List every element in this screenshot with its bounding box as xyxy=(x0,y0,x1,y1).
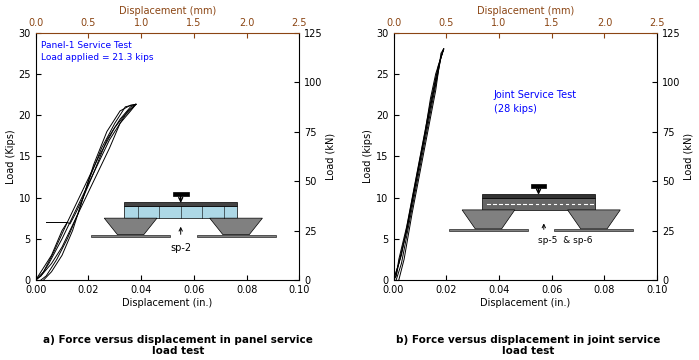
X-axis label: Displacement (in.): Displacement (in.) xyxy=(122,298,212,308)
X-axis label: Displacement (in.): Displacement (in.) xyxy=(480,298,570,308)
Text: sp-5  & sp-6: sp-5 & sp-6 xyxy=(538,236,592,245)
X-axis label: Displacement (mm): Displacement (mm) xyxy=(119,5,216,15)
Polygon shape xyxy=(104,218,157,235)
Bar xyxy=(449,229,528,231)
Text: Panel-1 Service Test
Load applied = 21.3 kips: Panel-1 Service Test Load applied = 21.3… xyxy=(41,41,154,62)
Y-axis label: Load (kN): Load (kN) xyxy=(326,133,336,180)
Y-axis label: Load (Kips): Load (Kips) xyxy=(6,129,15,184)
Bar xyxy=(173,192,189,196)
Text: Joint Service Test
(28 kips): Joint Service Test (28 kips) xyxy=(493,90,577,113)
Polygon shape xyxy=(462,210,514,229)
Bar xyxy=(482,198,596,210)
Y-axis label: Load (kips): Load (kips) xyxy=(363,129,373,183)
Polygon shape xyxy=(568,210,620,229)
Bar xyxy=(124,206,238,218)
Bar xyxy=(196,235,275,237)
Text: a) Force versus displacement in panel service
load test: a) Force versus displacement in panel se… xyxy=(43,335,313,356)
Text: sp-2: sp-2 xyxy=(170,243,192,253)
Polygon shape xyxy=(210,218,262,235)
X-axis label: Displacement (mm): Displacement (mm) xyxy=(477,5,574,15)
Bar xyxy=(554,229,633,231)
Bar xyxy=(91,235,170,237)
Bar xyxy=(124,202,238,206)
Bar xyxy=(531,184,547,188)
Bar xyxy=(482,194,596,198)
Text: b) Force versus displacement in joint service
load test: b) Force versus displacement in joint se… xyxy=(396,335,660,356)
Y-axis label: Load (kN): Load (kN) xyxy=(684,133,693,180)
